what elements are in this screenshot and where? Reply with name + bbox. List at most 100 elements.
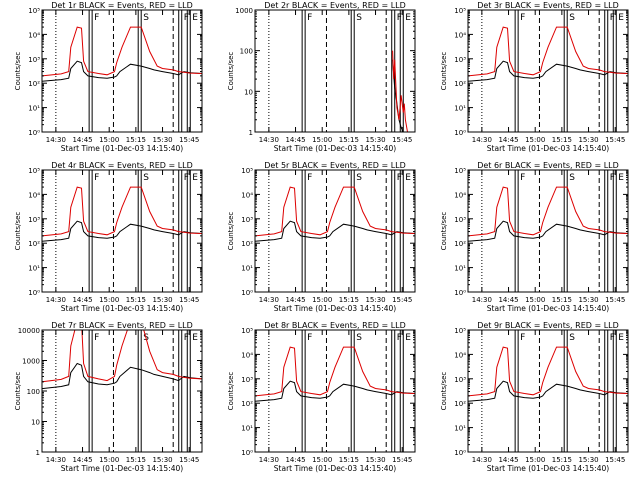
panel-title: Det 3r BLACK = Events, RED = LLD	[477, 1, 619, 10]
y-tick-label: 1000	[22, 358, 40, 366]
series-events	[42, 60, 202, 82]
y-tick-label: 10⁵	[454, 167, 466, 175]
marker-label-f: F	[520, 173, 525, 183]
y-tick-label: 10⁴	[28, 31, 40, 39]
plot-frame	[254, 9, 416, 133]
series-lld	[468, 26, 628, 77]
y-tick-label: 1000	[235, 7, 253, 15]
x-tick-label: 15:45	[605, 136, 625, 144]
y-axis-label: Counts/sec	[227, 372, 235, 411]
y-tick-label: 10⁰	[241, 449, 253, 457]
marker-label-f: F	[184, 173, 189, 183]
x-tick-label: 15:45	[605, 296, 625, 304]
plot-frame	[254, 169, 416, 293]
y-tick-label: 10⁰	[454, 449, 466, 457]
y-tick-label: 100	[240, 48, 253, 56]
y-tick-label: 10³	[28, 216, 40, 224]
x-tick-label: 14:45	[498, 136, 518, 144]
x-axis-label: Start Time (01-Dec-03 14:15:40)	[274, 144, 396, 153]
plot-frame	[467, 169, 629, 293]
panel-title: Det 4r BLACK = Events, RED = LLD	[51, 161, 193, 170]
panel-title: Det 7r BLACK = Events, RED = LLD	[51, 321, 193, 330]
x-tick-label: 15:30	[365, 456, 385, 464]
y-axis-label: Counts/sec	[14, 52, 22, 91]
series-events	[255, 220, 415, 242]
x-tick-label: 14:45	[285, 296, 305, 304]
x-tick-label: 14:30	[472, 296, 492, 304]
y-axis-label: Counts/sec	[227, 52, 235, 91]
marker-label-s: S	[143, 173, 149, 183]
x-tick-label: 15:00	[525, 456, 545, 464]
y-tick-label: 10⁵	[241, 167, 253, 175]
y-tick-label: 10⁵	[241, 327, 253, 335]
x-axis-label: Start Time (01-Dec-03 14:15:40)	[487, 304, 609, 313]
panel-title: Det 1r BLACK = Events, RED = LLD	[51, 1, 193, 10]
y-tick-label: 10¹	[241, 425, 253, 433]
marker-label-f: F	[520, 13, 525, 23]
marker-label-f: F	[307, 13, 312, 23]
y-tick-label: 10¹	[28, 265, 40, 273]
y-tick-label: 10²	[454, 80, 466, 88]
y-tick-label: 10⁰	[454, 289, 466, 297]
marker-label-f: F	[94, 173, 99, 183]
y-axis-label: Counts/sec	[14, 372, 22, 411]
marker-label-f: F	[307, 333, 312, 343]
y-tick-label: 10¹	[454, 425, 466, 433]
x-tick-label: 14:45	[285, 456, 305, 464]
marker-label-f: F	[397, 173, 402, 183]
y-axis-label: Counts/sec	[440, 52, 448, 91]
y-tick-label: 10⁰	[28, 129, 40, 137]
x-tick-label: 14:30	[46, 456, 66, 464]
plot-frame	[41, 9, 203, 133]
series-lld	[468, 186, 628, 237]
marker-label-e: E	[192, 333, 198, 343]
x-tick-label: 15:00	[99, 456, 119, 464]
x-tick-label: 15:30	[578, 456, 598, 464]
y-tick-label: 10¹	[454, 265, 466, 273]
x-tick-label: 15:00	[99, 296, 119, 304]
plot-frame	[41, 169, 203, 293]
marker-label-f: F	[307, 173, 312, 183]
x-axis-label: Start Time (01-Dec-03 14:15:40)	[487, 144, 609, 153]
x-tick-label: 15:45	[605, 456, 625, 464]
x-tick-label: 15:00	[312, 136, 332, 144]
marker-label-f: F	[520, 333, 525, 343]
series-events	[468, 60, 628, 82]
y-tick-label: 10¹	[241, 265, 253, 273]
y-tick-label: 10³	[241, 376, 253, 384]
x-axis-label: Start Time (01-Dec-03 14:15:40)	[61, 464, 183, 473]
x-tick-label: 15:15	[339, 296, 359, 304]
x-tick-label: 14:30	[46, 136, 66, 144]
x-tick-label: 14:30	[46, 296, 66, 304]
marker-label-s: S	[143, 13, 149, 23]
marker-label-s: S	[356, 333, 362, 343]
marker-label-s: S	[569, 333, 575, 343]
x-tick-label: 14:45	[72, 296, 92, 304]
x-tick-label: 15:45	[179, 136, 199, 144]
y-tick-label: 10³	[454, 376, 466, 384]
marker-label-f: F	[397, 333, 402, 343]
marker-label-e: E	[405, 13, 411, 23]
marker-label-e: E	[618, 333, 624, 343]
y-tick-label: 10²	[454, 400, 466, 408]
marker-label-f: F	[94, 13, 99, 23]
y-tick-label: 10⁴	[454, 351, 466, 359]
y-tick-label: 10⁴	[454, 191, 466, 199]
panel-title: Det 6r BLACK = Events, RED = LLD	[477, 161, 619, 170]
series-events	[468, 220, 628, 242]
plot-frame	[41, 329, 203, 453]
x-tick-label: 14:45	[498, 456, 518, 464]
series-lld	[42, 330, 202, 383]
series-events	[42, 220, 202, 242]
x-tick-label: 15:00	[312, 296, 332, 304]
y-tick-label: 10³	[454, 216, 466, 224]
series-lld	[42, 26, 202, 77]
marker-label-s: S	[569, 13, 575, 23]
marker-label-f: F	[184, 333, 189, 343]
y-tick-label: 10⁵	[28, 7, 40, 15]
y-tick-label: 10⁵	[454, 327, 466, 335]
plot-frame	[467, 9, 629, 133]
